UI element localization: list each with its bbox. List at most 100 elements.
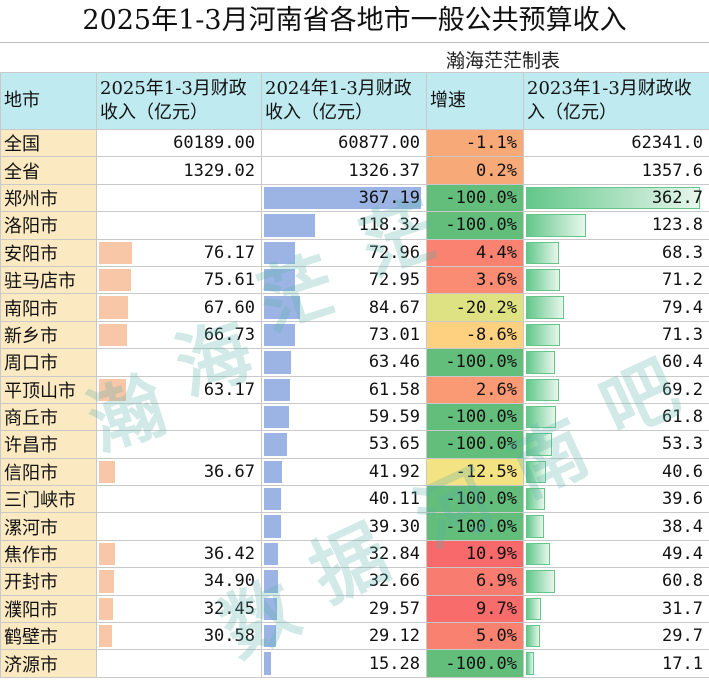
table-row: 洛阳市 118.32 -100.0% 123.8 (0, 211, 709, 240)
header-row: 地市 2025年1-3月财政收入（亿元） 2024年1-3月财政收入（亿元） 增… (0, 72, 709, 130)
rev2024-cell: 61.58 (261, 375, 427, 404)
growth-value: -100.0% (445, 516, 517, 537)
rev2024-bar (264, 488, 281, 511)
rev2025-cell: 66.73 (96, 320, 262, 350)
table-row: 郑州市 367.19 -100.0% 362.7 (0, 183, 709, 213)
rev2023-bar (526, 433, 552, 456)
table-row: 驻马店市 75.61 72.95 3.6% 71.2 (0, 265, 709, 295)
rev2023-bar (526, 515, 544, 538)
table-row: 周口市 63.46 -100.0% 60.4 (0, 348, 709, 377)
rev2025-cell: 67.60 (96, 293, 262, 322)
city-name: 三门峡市 (0, 485, 97, 514)
rev2025-cell (96, 348, 262, 377)
rev2023-cell: 362.7 (523, 183, 709, 213)
rev2023-bar (526, 296, 564, 319)
rev2025-value: 76.17 (203, 242, 255, 263)
growth-value: 5.0% (476, 626, 517, 647)
rev2024-cell: 41.92 (261, 457, 427, 487)
rev2024-cell: 53.65 (261, 430, 427, 459)
table-row: 全国 60189.00 60877.00 -1.1% 62341.0 (0, 128, 709, 158)
rev2024-value: 367.19 (358, 187, 420, 208)
growth-value: 3.6% (476, 270, 517, 291)
rev2024-cell: 59.59 (261, 402, 427, 432)
growth-cell: 9.7% (426, 594, 524, 624)
city-name: 开封市 (0, 567, 97, 596)
rev2023-bar (526, 625, 540, 648)
rev2023-cell: 79.4 (523, 293, 709, 322)
growth-cell: -100.0% (426, 402, 524, 432)
rev2023-cell: 53.3 (523, 430, 709, 459)
rev2024-bar (264, 597, 277, 621)
rev2025-cell: 36.42 (96, 539, 262, 569)
rev2023-value: 123.8 (651, 215, 703, 236)
rev2025-cell (96, 512, 262, 541)
rev2024-value: 41.92 (368, 461, 420, 482)
credit-label: 瀚海茫茫制表 (446, 50, 561, 72)
rev2025-value (255, 654, 261, 674)
rev2024-value: 32.84 (368, 544, 420, 565)
rev2024-value: 63.46 (368, 352, 420, 373)
rev2025-value (255, 489, 261, 509)
growth-cell: -100.0% (426, 485, 524, 514)
rev2024-bar (264, 351, 291, 374)
rev2023-bar (526, 405, 556, 429)
rev2023-value: 71.2 (662, 270, 703, 291)
growth-cell: 0.2% (426, 156, 524, 185)
rev2023-value: 29.7 (662, 626, 703, 647)
table-row: 新乡市 66.73 73.01 -8.6% 71.3 (0, 320, 709, 350)
growth-cell: -100.0% (426, 211, 524, 240)
city-name: 全省 (0, 156, 97, 185)
rev2025-value: 60189.00 (173, 133, 255, 154)
rev2024-bar (264, 542, 278, 566)
rev2025-value: 32.45 (203, 598, 255, 619)
rev2024-cell: 29.57 (261, 594, 427, 624)
header-rev2024: 2024年1-3月财政收入（亿元） (261, 72, 427, 130)
rev2024-bar (264, 405, 289, 429)
rev2025-value: 36.42 (203, 544, 255, 565)
rev2024-bar (264, 625, 276, 648)
rev2024-cell: 367.19 (261, 183, 427, 213)
rev2024-cell: 72.95 (261, 265, 427, 295)
rev2023-value: 40.6 (662, 461, 703, 482)
growth-value: -1.1% (465, 133, 517, 154)
table-row: 安阳市 76.17 72.96 4.4% 68.3 (0, 238, 709, 267)
table-row: 濮阳市 32.45 29.57 9.7% 31.7 (0, 594, 709, 624)
rev2023-cell: 49.4 (523, 539, 709, 569)
rev2023-value: 62341.0 (631, 133, 703, 154)
rev2024-bar (264, 186, 421, 210)
rev2023-value: 39.6 (662, 489, 703, 510)
rev2025-value (255, 434, 261, 454)
rev2025-value: 36.67 (203, 461, 255, 482)
rev2023-value: 1357.6 (641, 160, 703, 181)
rev2024-value: 118.32 (358, 215, 420, 236)
rev2023-bar (526, 241, 559, 264)
rev2025-value (255, 517, 261, 537)
rev2025-bar (99, 460, 115, 484)
growth-value: -100.0% (445, 187, 517, 208)
rev2025-value: 34.90 (203, 571, 255, 592)
rev2023-cell: 40.6 (523, 457, 709, 487)
rev2025-cell: 30.58 (96, 622, 262, 651)
rev2024-bar (264, 652, 271, 675)
growth-value: -100.0% (445, 215, 517, 236)
growth-cell: -100.0% (426, 649, 524, 678)
growth-cell: -12.5% (426, 457, 524, 487)
growth-cell: 6.9% (426, 567, 524, 596)
rev2024-value: 59.59 (368, 407, 420, 428)
rev2025-bar (99, 597, 113, 621)
rev2023-cell: 1357.6 (523, 156, 709, 185)
rev2024-cell: 40.11 (261, 485, 427, 514)
table-body: 全国 60189.00 60877.00 -1.1% 62341.0 全省 1329.02 1… (0, 128, 709, 678)
rev2024-bar (264, 433, 287, 456)
growth-cell: 10.9% (426, 539, 524, 569)
rev2023-cell: 62341.0 (523, 128, 709, 158)
rev2024-cell: 118.32 (261, 211, 427, 240)
rev2025-cell: 63.17 (96, 375, 262, 404)
rev2024-value: 40.11 (368, 489, 420, 510)
rev2023-bar (526, 597, 541, 621)
header-city: 地市 (0, 72, 97, 130)
rev2023-bar (526, 186, 700, 210)
rev2023-cell: 29.7 (523, 622, 709, 651)
rev2023-bar (526, 268, 560, 292)
rev2024-value: 73.01 (368, 324, 420, 345)
